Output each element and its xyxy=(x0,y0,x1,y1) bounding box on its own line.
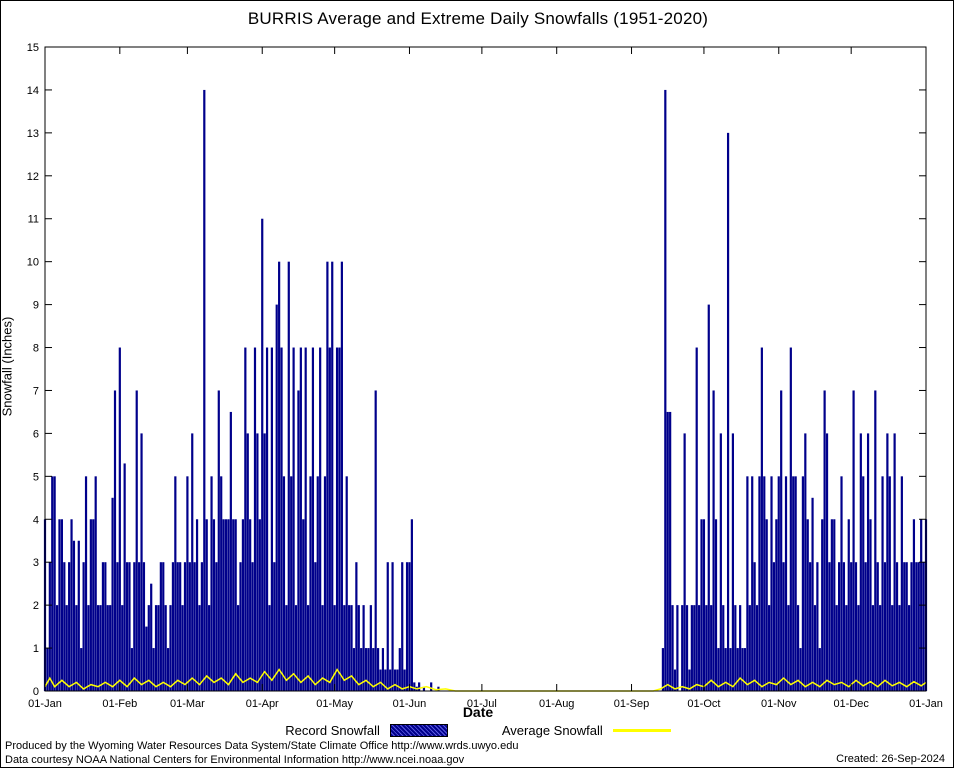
y-tick-label: 5 xyxy=(33,471,39,483)
y-tick-label: 0 xyxy=(33,686,39,698)
x-tick-label: 01-Aug xyxy=(539,698,574,710)
record-snowfall-bars xyxy=(43,89,928,692)
y-tick-label: 9 xyxy=(33,300,39,312)
record-snowfall-swatch-icon xyxy=(389,724,448,737)
y-tick-label: 14 xyxy=(27,85,39,97)
y-tick-label: 4 xyxy=(33,514,39,526)
y-tick-label: 15 xyxy=(27,42,39,54)
footer: Produced by the Wyoming Water Resources … xyxy=(5,739,518,767)
x-tick-label: 01-Dec xyxy=(833,698,869,710)
y-axis-label: Snowfall (Inches) xyxy=(0,316,15,417)
legend-average-label: Average Snowfall xyxy=(501,723,603,738)
chart-title: BURRIS Average and Extreme Daily Snowfal… xyxy=(247,9,709,28)
y-tick-label: 7 xyxy=(33,385,39,397)
x-tick-label: 01-Jan xyxy=(28,698,62,710)
y-tick-label: 8 xyxy=(33,343,39,355)
y-tick-label: 13 xyxy=(27,128,39,140)
legend: Record Snowfall Average Snowfall xyxy=(1,723,954,738)
legend-item-record-snowfall: Record Snowfall xyxy=(285,723,448,738)
x-tick-label: 01-Mar xyxy=(170,698,205,710)
y-tick-label: 3 xyxy=(33,557,39,569)
average-snowfall-line xyxy=(44,668,927,692)
plot-frame xyxy=(44,46,927,692)
y-tick-label: 1 xyxy=(33,643,39,655)
footer-line-1: Produced by the Wyoming Water Resources … xyxy=(5,740,519,752)
x-tick-label: 01-Jun xyxy=(393,698,427,710)
y-tick-label: 11 xyxy=(28,214,39,226)
y-tick-label: 2 xyxy=(33,600,39,612)
x-tick-label: 01-Jan xyxy=(909,698,943,710)
x-tick-label: 01-Feb xyxy=(102,698,137,710)
y-tick-label: 12 xyxy=(27,171,39,183)
created-date: Created: 26-Sep-2024 xyxy=(836,753,945,765)
x-tick-label: 01-May xyxy=(316,698,353,710)
y-tick-label: 10 xyxy=(27,257,39,269)
x-tick-label: 01-Oct xyxy=(687,698,720,710)
legend-item-average-snowfall: Average Snowfall xyxy=(502,723,671,738)
x-axis-label: Date xyxy=(462,704,494,720)
legend-record-label: Record Snowfall xyxy=(285,723,380,738)
footer-line-2: Data courtesy NOAA National Centers for … xyxy=(5,754,465,766)
x-tick-label: 01-Apr xyxy=(246,698,279,710)
average-snowfall-swatch-icon xyxy=(612,729,671,732)
x-tick-label: 01-Nov xyxy=(761,698,797,710)
axis-ticks xyxy=(44,46,927,692)
x-tick-label: 01-Jul xyxy=(467,698,497,710)
x-tick-label: 01-Sep xyxy=(614,698,649,710)
y-tick-label: 6 xyxy=(33,428,39,440)
